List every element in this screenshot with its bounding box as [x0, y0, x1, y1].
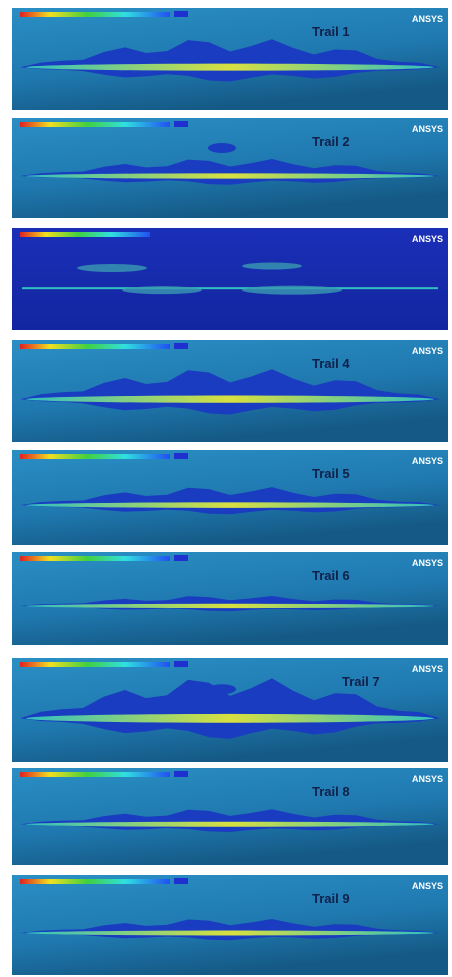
ansys-logo: ANSYS	[412, 346, 443, 356]
ansys-logo: ANSYS	[412, 456, 443, 466]
color-scale	[20, 232, 150, 237]
panel-title: Trail 1	[312, 24, 350, 39]
panel-title: Trail 7	[342, 674, 380, 689]
scale-swatch	[174, 878, 188, 884]
beam-core	[26, 396, 434, 403]
panel: Trail 7 ANSYS	[12, 658, 448, 762]
panel-title: Trail 9	[312, 891, 350, 906]
scale-swatch	[174, 771, 188, 777]
figure: Trail 1 ANSYS Trail 2 ANSYS ANSYS Trail 4 ANSY…	[0, 0, 452, 977]
panel-background	[12, 552, 448, 645]
color-scale	[20, 454, 170, 459]
color-scale	[20, 122, 170, 127]
panel: Trail 4 ANSYS	[12, 340, 448, 442]
region	[208, 684, 236, 694]
region	[242, 263, 302, 270]
region	[122, 286, 202, 294]
color-scale	[20, 344, 170, 349]
color-scale	[20, 879, 170, 884]
ansys-logo: ANSYS	[412, 14, 443, 24]
panel: Trail 8 ANSYS	[12, 768, 448, 865]
ansys-logo: ANSYS	[412, 234, 443, 244]
panel-title: Trail 6	[312, 568, 350, 583]
region	[77, 264, 147, 272]
panel-title: Trail 5	[312, 466, 350, 481]
color-scale	[20, 772, 170, 777]
panel: Trail 9 ANSYS	[12, 875, 448, 975]
ansys-logo: ANSYS	[412, 664, 443, 674]
panel: Trail 5 ANSYS	[12, 450, 448, 545]
beam-core	[26, 502, 434, 508]
panel-background	[12, 875, 448, 975]
panel-title: Trail 8	[312, 784, 350, 799]
scale-swatch	[174, 121, 188, 127]
color-scale	[20, 12, 170, 17]
beam	[22, 287, 438, 289]
ansys-logo: ANSYS	[412, 774, 443, 784]
panel-title: Trail 2	[312, 134, 350, 149]
beam-core	[26, 822, 434, 827]
color-scale	[20, 662, 170, 667]
panel: Trail 2 ANSYS	[12, 118, 448, 218]
beam-core	[26, 173, 434, 178]
region	[242, 286, 342, 295]
panel: Trail 1 ANSYS	[12, 8, 448, 110]
scale-swatch	[174, 555, 188, 561]
region	[208, 143, 236, 153]
scale-swatch	[174, 453, 188, 459]
ansys-logo: ANSYS	[412, 558, 443, 568]
beam-core	[26, 64, 434, 71]
beam-core	[26, 931, 434, 936]
scale-swatch	[174, 11, 188, 17]
color-scale	[20, 556, 170, 561]
ansys-logo: ANSYS	[412, 881, 443, 891]
page: {"panels": [ {"title": "Trail 1", "logo"…	[0, 0, 452, 977]
beam-core	[26, 604, 434, 608]
beam-core	[26, 714, 434, 723]
panel-title: Trail 4	[312, 356, 350, 371]
panel: Trail 6 ANSYS	[12, 552, 448, 645]
scale-swatch	[174, 661, 188, 667]
ansys-logo: ANSYS	[412, 124, 443, 134]
panel: ANSYS	[12, 228, 448, 330]
panel-background	[12, 228, 448, 330]
scale-swatch	[174, 343, 188, 349]
